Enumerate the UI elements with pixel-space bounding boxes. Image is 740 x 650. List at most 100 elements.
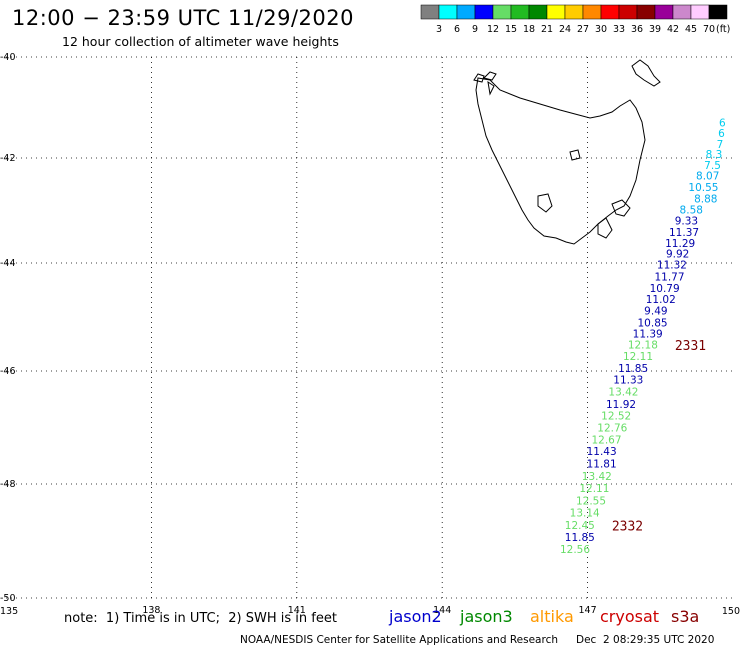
lon-tick-label: 141 (288, 605, 306, 616)
satellite-legend-item: jason3 (460, 607, 513, 626)
footer-credit: NOAA/NESDIS Center for Satellite Applica… (240, 634, 558, 646)
wave-height-value: 11.77 (654, 272, 684, 284)
pass-number: 2332 (612, 520, 643, 535)
lat-tick-label: -44 (0, 258, 16, 269)
wave-height-value: 11.32 (657, 260, 687, 272)
legend-swatch (582, 4, 602, 20)
wave-height-value: 12.67 (591, 434, 621, 446)
legend-tick-label: 39 (649, 24, 661, 35)
satellite-legend-item: altika (530, 607, 574, 626)
legend-tick-label: 12 (487, 24, 499, 35)
wave-height-value: 12.76 (597, 423, 627, 435)
lon-tick-label: 138 (142, 605, 160, 616)
lon-tick-label: 147 (579, 605, 597, 616)
legend-swatch (546, 4, 566, 20)
legend-swatch (600, 4, 620, 20)
footer-note: note: 1) Time is in UTC; 2) SWH is in fe… (64, 611, 337, 626)
lat-tick-label: -50 (0, 593, 16, 604)
wave-height-value: 12.52 (601, 411, 631, 423)
lat-tick-label: -46 (0, 366, 16, 377)
wave-height-value: 8.88 (694, 193, 717, 205)
legend-tick-label: 15 (505, 24, 517, 35)
lon-tick-label: 135 (0, 606, 18, 617)
legend-tick-label: 21 (541, 24, 553, 35)
legend-tick-label: 42 (667, 24, 679, 35)
map-subtitle: 12 hour collection of altimeter wave hei… (62, 34, 339, 49)
wave-height-value: 12.18 (628, 340, 658, 352)
wave-height-value: 10.85 (638, 317, 668, 329)
satellite-legend-item: s3a (671, 607, 700, 626)
legend-swatch (672, 4, 692, 20)
legend-tick-label: 3 (436, 24, 442, 35)
legend-swatch (438, 4, 458, 20)
wave-height-value: 10.55 (688, 182, 718, 194)
wave-height-value: 9.49 (644, 306, 667, 318)
map-title: 12:00 − 23:59 UTC 11/29/2020 (12, 6, 355, 30)
legend-tick-label: 18 (523, 24, 535, 35)
legend-tick-label: 27 (577, 24, 589, 35)
legend-swatch (564, 4, 584, 20)
wave-height-labels: 6678.37.58.0710.558.888.589.3311.3711.29… (560, 118, 726, 556)
legend-tick-label: 24 (559, 24, 571, 35)
wave-height-value: 11.37 (669, 227, 699, 239)
legend-swatch (618, 4, 638, 20)
wave-height-value: 12.11 (623, 351, 653, 363)
satellite-legend-item: jason2 (389, 607, 442, 626)
wave-height-value: 8.3 (706, 149, 723, 161)
wave-height-value: 13.14 (570, 508, 600, 520)
legend-swatch (636, 4, 656, 20)
legend-tick-label: 45 (685, 24, 697, 35)
wave-height-value: 12.11 (579, 483, 609, 495)
legend-tick-label: 9 (472, 24, 478, 35)
wave-height-value: 11.81 (587, 459, 617, 471)
wave-height-value: 12.56 (560, 544, 590, 556)
lat-tick-label: -42 (0, 153, 16, 164)
legend-swatch (420, 4, 440, 20)
wave-height-value: 13.42 (582, 471, 612, 483)
wave-height-value: 7.5 (704, 160, 721, 172)
legend-swatch (528, 4, 548, 20)
pass-number-labels: 2331 2332 (612, 339, 706, 535)
wave-height-value: 9.92 (666, 249, 689, 261)
wave-height-value: 8.07 (696, 170, 719, 182)
wave-height-value: 13.42 (608, 386, 638, 398)
lon-tick-label: 150 (722, 606, 740, 617)
wave-height-value: 11.29 (665, 238, 695, 250)
wave-height-value: 10.79 (650, 283, 680, 295)
color-legend: 3 6 9 12 15 18 21 24 27 30 33 36 39 42 45 70 (420, 4, 728, 35)
wave-height-value: 12.55 (576, 496, 606, 508)
legend-tick-label: 6 (454, 24, 460, 35)
legend-swatch (690, 4, 710, 20)
wave-height-value: 11.85 (618, 363, 648, 375)
wave-height-value: 11.85 (565, 532, 595, 544)
wave-height-value: 11.33 (613, 374, 643, 386)
legend-tick-label: 70 (703, 24, 715, 35)
legend-swatch (654, 4, 674, 20)
lat-lon-gridlines: -40 -42 -44 -46 -48 -50 135 138 141 144 147 150 (0, 52, 740, 617)
footer-timestamp: Dec 2 08:29:35 UTC 2020 (576, 634, 715, 646)
wave-height-value: 6 (719, 118, 726, 130)
wave-height-value: 11.39 (633, 329, 663, 341)
wave-height-value: 7 (717, 139, 724, 151)
lat-tick-label: -40 (0, 52, 16, 63)
wave-height-value: 12.45 (565, 520, 595, 532)
legend-tick-label: 33 (613, 24, 625, 35)
legend-swatch (708, 4, 728, 20)
legend-swatch (474, 4, 494, 20)
wave-height-value: 8.58 (680, 204, 703, 216)
wave-height-value: 11.02 (646, 294, 676, 306)
pass-number: 2331 (675, 339, 706, 354)
legend-tick-label: 30 (595, 24, 607, 35)
lon-tick-label: 144 (433, 605, 451, 616)
legend-unit-label: (ft) (716, 24, 730, 35)
legend-tick-label: 36 (631, 24, 643, 35)
wave-height-value: 11.43 (587, 446, 617, 458)
lat-tick-label: -48 (0, 479, 16, 490)
satellite-legend-item: cryosat (600, 607, 660, 626)
tasmania-coastline (473, 59, 661, 245)
wave-height-value: 11.92 (606, 399, 636, 411)
legend-swatch (456, 4, 476, 20)
wave-height-value: 9.33 (675, 215, 698, 227)
